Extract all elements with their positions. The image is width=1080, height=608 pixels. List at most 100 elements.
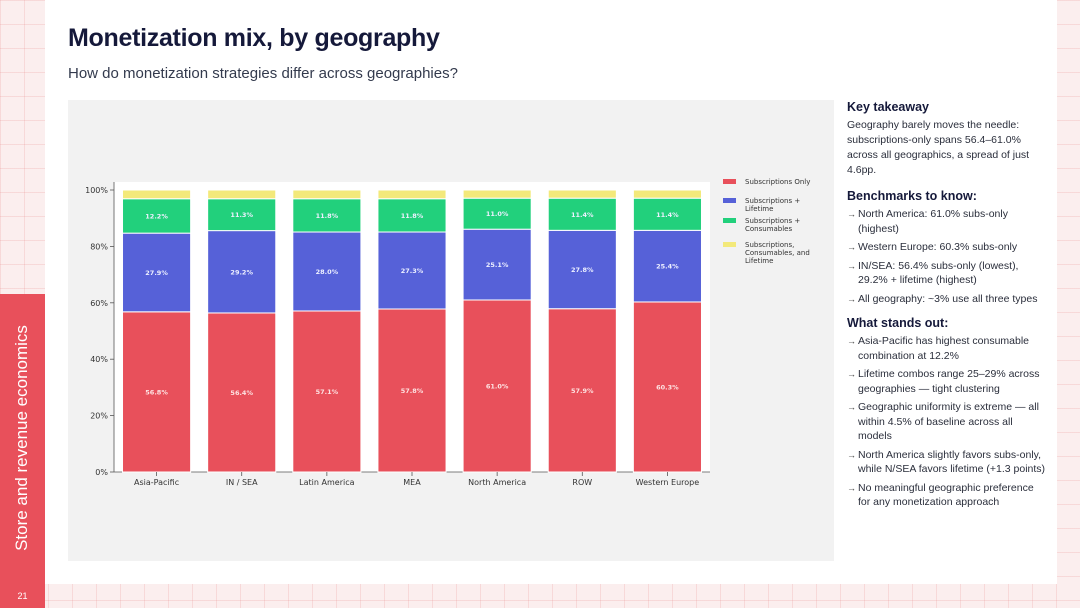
data-label: 27.9% [145,269,168,277]
data-label: 11.8% [401,212,424,220]
section-strip [0,294,45,584]
legend-label: Subscriptions Only [745,178,810,186]
arrow-icon: → [847,402,856,412]
page-number: 21 [0,584,45,608]
arrow-icon: → [847,209,856,219]
legend-swatch [723,198,736,203]
bar-segment [377,189,447,200]
y-tick-label: 20% [90,412,108,421]
legend-swatch [723,218,736,223]
bar-segment [122,311,192,473]
y-tick-label: 60% [90,299,108,308]
bar-segment [462,189,532,199]
list-item: → North America: 61.0% subs-only (highest… [847,208,1008,235]
key-takeaway-heading: Key takeaway [847,100,930,114]
arrow-icon: → [847,260,856,271]
bar-segment [122,189,192,200]
data-label: 11.4% [656,211,679,219]
data-label: 11.3% [230,211,253,219]
stacked-bar-chart: 0% 20% 40% 60% 80% 100% 56.8% 27.9% 12.2% Asia-Pa… [85,178,810,487]
bar-segment [547,197,617,231]
data-label: 25.1% [486,261,509,269]
arrow-icon: → [847,293,856,304]
stands-out-heading: What stands out: [847,316,949,330]
data-label: 56.8% [145,388,168,396]
y-tick-label: 40% [90,355,108,364]
list-item: → Lifetime combos range 25–29% across geo… [847,368,1040,395]
x-tick-label: IN / SEA [226,478,258,487]
bar-segment [547,189,617,199]
list-item: → Asia-Pacific has highest consumable com… [847,335,1030,362]
list-item: → IN/SEA: 56.4% subs-only (lowest), 29.2%… [847,259,1019,287]
x-tick-label: Asia-Pacific [134,478,179,487]
data-label: 61.0% [486,382,509,390]
legend-label: Subscriptions, Consumables, and Lifetime [745,241,810,265]
bar-segment [632,189,702,199]
bar-segment [547,308,617,473]
bar-segment [462,299,532,473]
section-label: Store and revenue economics [12,325,31,551]
y-tick-label: 0% [95,468,108,477]
legend-label: Subscriptions + Consumables [745,217,800,233]
data-label: 57.1% [316,388,339,396]
bar-segment [122,232,192,313]
list-item: → Geographic uniformity is extreme — all … [847,401,1039,442]
list-item: → No meaningful geographic preference for… [847,481,1034,509]
arrow-icon: → [847,369,856,379]
page-subtitle: How do monetization strategies differ ac… [68,65,458,82]
arrow-icon: → [847,449,856,460]
data-label: 29.2% [230,268,253,276]
bar-segment [292,310,362,473]
list-item: → North America slightly favors subs-only… [847,448,1046,476]
arrow-icon: → [847,336,856,346]
x-tick-label: ROW [572,478,592,487]
data-label: 60.3% [656,383,679,391]
bar-segment [207,312,277,473]
bar-segment [207,198,277,232]
chart-area: 0% 20% 40% 60% 80% 100% 56.8% 27.9% 12.2% Asia-Pa… [68,100,834,561]
insights-panel: Key takeaway Geography barely moves the … [847,100,1047,520]
legend-label: Subscriptions + Lifetime [745,197,800,213]
legend-swatch [723,179,736,184]
benchmarks-list: → North America: 61.0% subs-only (highest… [847,207,1047,306]
bar-segment [292,231,362,312]
benchmarks-heading: Benchmarks to know: [847,189,977,203]
arrow-icon: → [847,242,856,252]
x-tick-label: North America [468,478,526,487]
data-label: 57.8% [401,387,424,395]
bar-segment [292,198,362,233]
x-tick-label: Western Europe [636,478,700,487]
bar-segment [547,229,617,310]
x-tick-label: Latin America [299,478,354,487]
list-item: → All geography: ~3% use all three types [847,292,1038,305]
bar-segment [462,228,532,301]
bar-segment [632,301,702,473]
data-label: 57.9% [571,387,594,395]
y-tick-label: 80% [90,242,108,251]
bar-segment [632,197,702,231]
bar-segment [632,229,702,303]
x-tick-label: MEA [403,478,421,487]
bar-segment [292,189,362,200]
data-label: 56.4% [230,389,253,397]
data-label: 27.3% [401,267,424,275]
data-label: 11.8% [316,212,339,220]
list-item: → Western Europe: 60.3% subs-only [847,241,1018,253]
data-label: 27.8% [571,266,594,274]
bar-segment [122,198,192,234]
y-tick-label: 100% [85,186,108,195]
bar-segment [207,230,277,314]
bar-segment [462,197,532,230]
bar-segment [377,198,447,233]
legend-swatch [723,242,736,247]
arrow-icon: → [847,482,856,493]
data-label: 12.2% [145,212,168,220]
bar-segment [207,189,277,200]
page-title: Monetization mix, by geography [68,24,440,52]
stands-out-list: → Asia-Pacific has highest consumable com… [847,334,1047,510]
data-label: 25.4% [656,263,679,271]
data-label: 11.0% [486,210,509,218]
key-takeaway-text: Geography barely moves the needle: subsc… [847,119,1030,176]
data-label: 11.4% [571,211,594,219]
data-label: 28.0% [316,268,339,276]
